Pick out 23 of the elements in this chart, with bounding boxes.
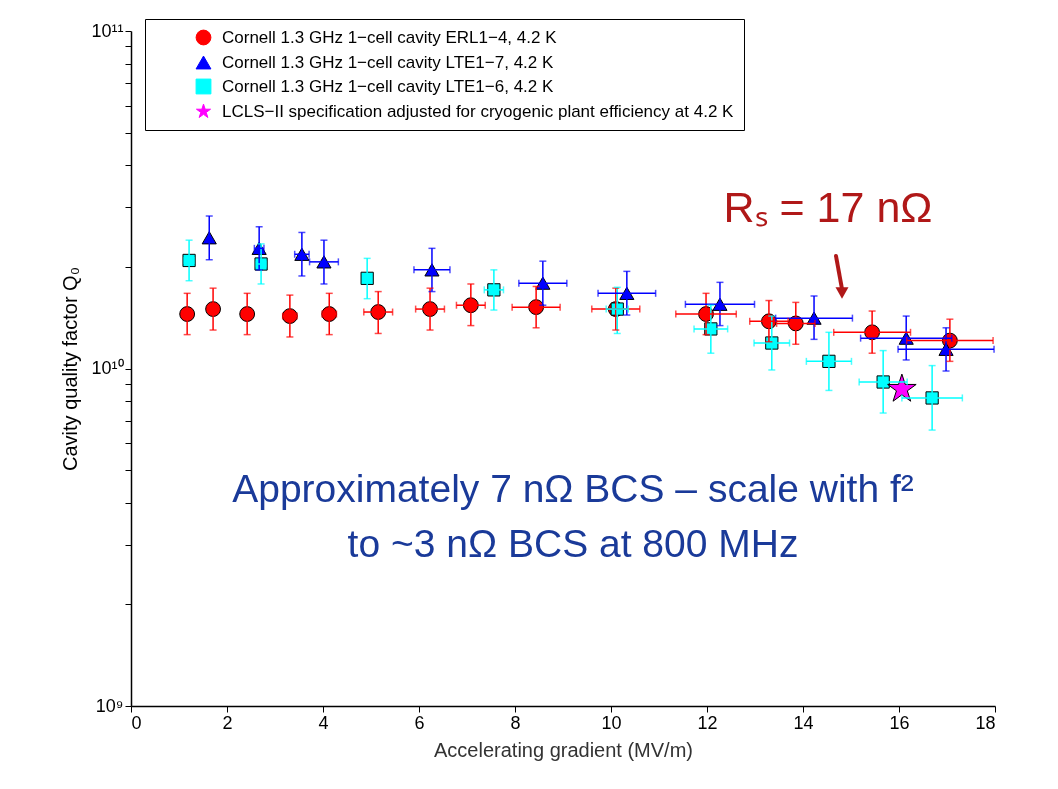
legend-label: Cornell 1.3 GHz 1−cell cavity LTE1−6, 4.2 K	[222, 76, 554, 96]
y-tick-label: 10⁹	[95, 695, 124, 716]
legend-label: LCLS−II specification adjusted for cryogenic plant efficiency at 4.2 K	[222, 101, 735, 121]
point	[360, 271, 374, 285]
x-tick-label: 16	[889, 712, 910, 733]
x-tick-label: 2	[222, 712, 233, 733]
x-tick-label: 6	[414, 712, 425, 733]
y-axis-title: Cavity quality factor Q₀	[59, 267, 82, 471]
annotation: Approximately 7 nΩ BCS – scale with f² to ~3 nΩ BCS at 800 MHz	[232, 467, 914, 565]
x-tick-label: 4	[318, 712, 329, 733]
legend-label: Cornell 1.3 GHz 1−cell cavity LTE1−7, 4.2 K	[222, 52, 554, 72]
x-axis-title: Accelerating gradient (MV/m)	[434, 738, 693, 761]
y-tick-label: 10¹¹	[91, 20, 124, 41]
x-tick-label: 12	[697, 712, 718, 733]
y-tick-label: 10¹⁰	[91, 358, 124, 378]
x-tick-label: 14	[793, 712, 814, 733]
point	[887, 373, 917, 402]
x-tick-label: 10	[601, 712, 622, 733]
annotation: Rₛ = 17 nΩ	[723, 183, 933, 231]
legend-label: Cornell 1.3 GHz 1−cell cavity ERL1−4, 4.2 K	[222, 27, 558, 47]
x-tick-label: 8	[510, 712, 521, 733]
x-tick-label: 0	[131, 712, 142, 733]
x-tick-label: 18	[975, 712, 996, 733]
